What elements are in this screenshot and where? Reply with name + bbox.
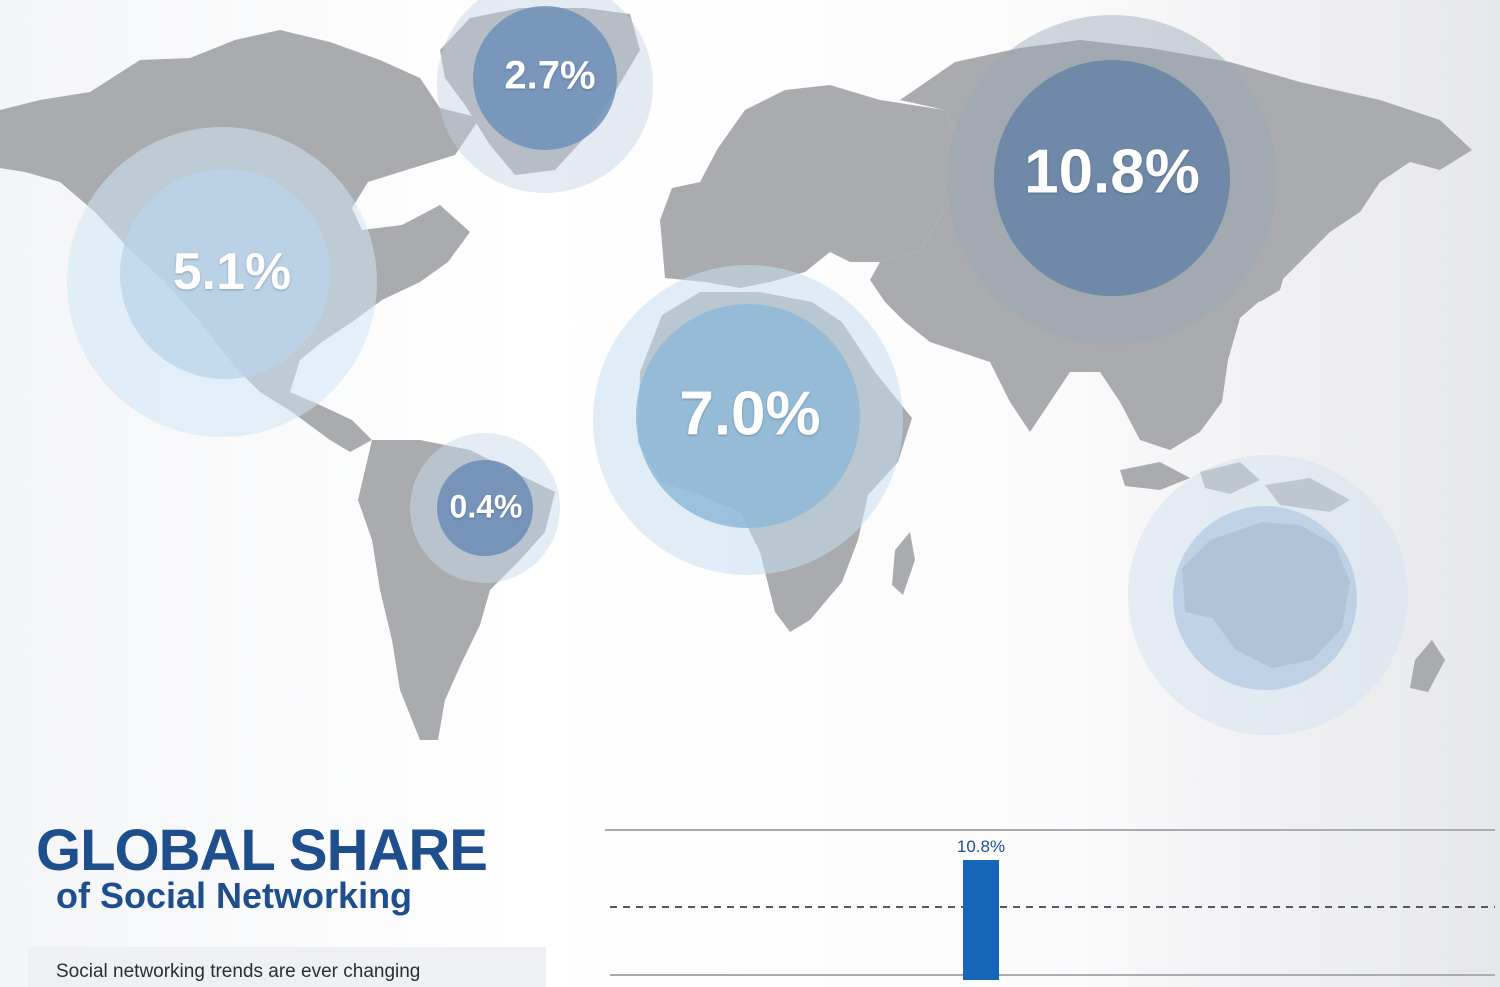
europe-land [660,85,960,288]
bubble-label-north-america: 5.1% [172,243,292,301]
intro-box: Social networking trends are ever changi… [28,947,546,987]
bubble-greenland [473,6,617,150]
new-zealand-land [1410,640,1445,692]
bar-chart: 10.8% [605,829,1495,980]
bar-0 [963,860,999,980]
bar-label-0: 10.8% [957,837,1005,856]
page-title: GLOBAL SHARE [36,818,488,883]
intro-text: Social networking trends are ever changi… [56,961,421,982]
bubble-africa [636,304,860,528]
bubble-north-america [120,169,330,379]
bubble-label-greenland: 2.7% [504,53,596,98]
bubble-south-america [437,460,533,556]
share-bubbles [67,0,1408,735]
world-map [0,0,1472,740]
bubble-russia [994,60,1230,296]
bubble-label-russia: 10.8% [1024,137,1200,207]
page-subtitle: of Social Networking [56,875,413,916]
madagascar-land [892,532,915,595]
bubble-label-africa: 7.0% [679,379,821,449]
bubble-australia [1173,506,1357,690]
bubble-label-south-america: 0.4% [449,488,523,525]
japan-land [1250,222,1292,302]
bars: 10.8% [957,837,1005,980]
